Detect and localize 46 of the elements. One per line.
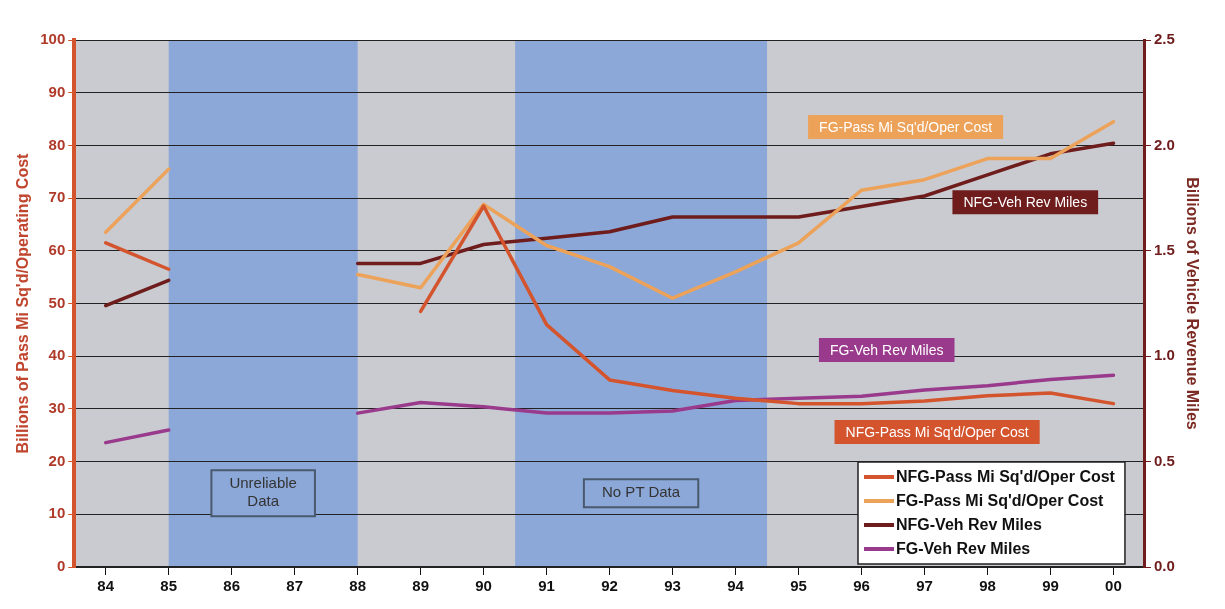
x-tick-label: 90 [475, 577, 492, 595]
y-tick-label: 80 [48, 135, 66, 153]
legend-label: FG-Pass Mi Sq'd/Oper Cost [896, 492, 1105, 510]
y-tick-label: 100 [40, 30, 66, 48]
x-tick-label: 91 [538, 577, 555, 595]
text: FG-Veh Rev Miles [829, 341, 944, 358]
x-tick-label: 87 [286, 577, 304, 595]
y-tick-label: 60 [48, 240, 66, 258]
y-tick-label: 10 [48, 504, 66, 522]
x-tick-label: 94 [727, 577, 745, 595]
y-tick-label: 0 [56, 557, 66, 575]
y2-tick-label: 2.5 [1153, 30, 1175, 48]
x-tick-label: 92 [601, 577, 618, 595]
y2-tick-label: 1.5 [1153, 240, 1175, 258]
x-tick-label: 99 [1042, 577, 1059, 595]
y-tick-label: 20 [48, 451, 66, 469]
x-tick-label: 97 [916, 577, 933, 595]
x-tick-label: 96 [853, 577, 870, 595]
x-tick-label: 93 [664, 577, 681, 595]
x-tick-label: 98 [979, 577, 996, 595]
y-tick-label: 40 [48, 346, 66, 364]
y-tick-label: 90 [48, 82, 66, 100]
y-axis-title: Billions of Pass Mi Sq'd/Operating Cost [14, 152, 32, 454]
x-tick-label: 84 [97, 577, 115, 595]
band-label: Unreliable Data [229, 474, 297, 510]
text: NFG-Pass Mi Sq'd/Oper Cost [845, 423, 1029, 440]
x-tick-label: 86 [223, 577, 241, 595]
x-tick-label: 85 [160, 577, 178, 595]
y-tick-label: 70 [48, 188, 66, 206]
x-tick-label: 95 [790, 577, 807, 595]
legend-label: FG-Veh Rev Miles [896, 540, 1031, 558]
y2-tick-label: 0.5 [1153, 451, 1175, 469]
x-tick-label: 00 [1105, 577, 1122, 595]
y2-tick-label: 2.0 [1153, 135, 1175, 153]
text: NFG-Veh Rev Miles [963, 194, 1088, 211]
band-label: No PT Data [602, 483, 681, 501]
legend-label: NFG-Pass Mi Sq'd/Oper Cost [896, 468, 1116, 486]
y-tick-label: 50 [48, 293, 66, 311]
y-tick-label: 30 [48, 399, 66, 417]
y2-tick-label: 1.0 [1153, 346, 1175, 364]
y2-tick-label: 0.0 [1153, 557, 1175, 575]
text: FG-Pass Mi Sq'd/Oper Cost [819, 118, 993, 135]
legend-label: NFG-Veh Rev Miles [896, 516, 1042, 534]
x-tick-label: 88 [349, 577, 366, 595]
x-tick-label: 89 [412, 577, 429, 595]
y2-axis-title: Billions of Vehicle Revenue Miles [1183, 177, 1201, 430]
